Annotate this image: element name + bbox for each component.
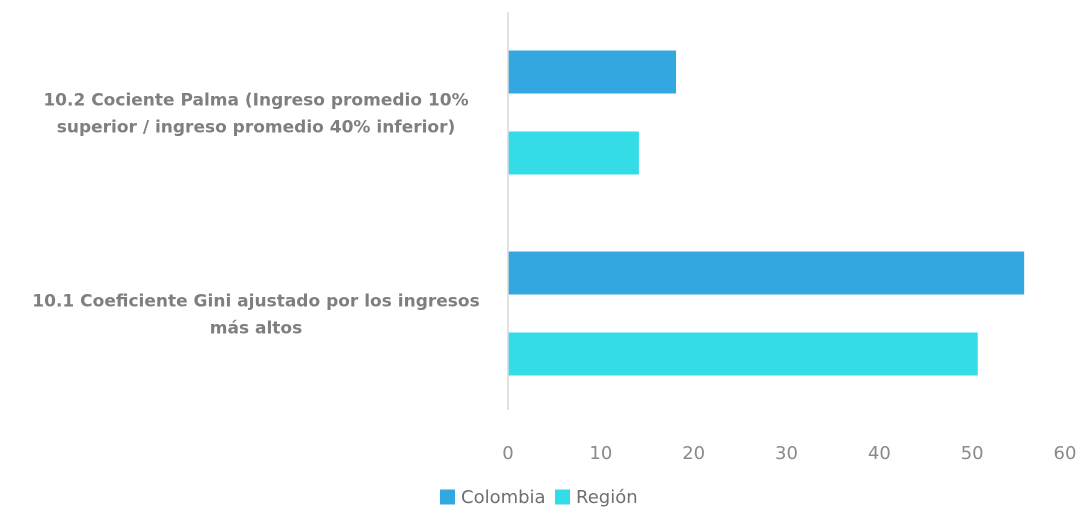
bar-colombia-1 xyxy=(508,251,1025,295)
category-label-line: superior / ingreso promedio 40% inferior… xyxy=(57,118,456,138)
x-tick-50: 50 xyxy=(961,443,984,464)
legend-swatch-0 xyxy=(440,489,455,505)
category-label-line: 10.2 Cociente Palma (Ingreso promedio 10… xyxy=(43,91,468,111)
legend: Colombia Región xyxy=(440,487,638,508)
legend-label-1: Región xyxy=(576,487,638,508)
category-label-line: más altos xyxy=(210,319,302,339)
bar-region-0 xyxy=(508,131,639,175)
x-tick-10: 10 xyxy=(589,443,612,464)
x-tick-0: 0 xyxy=(502,443,513,464)
x-tick-40: 40 xyxy=(868,443,891,464)
category-label-1: 10.1 Coeficiente Gini ajustado por los i… xyxy=(32,292,479,339)
category-label-0: 10.2 Cociente Palma (Ingreso promedio 10… xyxy=(43,91,468,138)
x-tick-60: 60 xyxy=(1054,443,1077,464)
bars-group xyxy=(508,50,1025,376)
x-tick-30: 30 xyxy=(775,443,798,464)
legend-swatch-1 xyxy=(555,489,570,505)
legend-label-0: Colombia xyxy=(461,487,546,508)
bar-region-1 xyxy=(508,332,978,376)
category-label-line: 10.1 Coeficiente Gini ajustado por los i… xyxy=(32,292,479,312)
x-tick-labels: 0 10 20 30 40 50 60 xyxy=(502,443,1076,464)
x-tick-20: 20 xyxy=(682,443,705,464)
bar-colombia-0 xyxy=(508,50,677,94)
category-labels: 10.2 Cociente Palma (Ingreso promedio 10… xyxy=(32,91,479,339)
